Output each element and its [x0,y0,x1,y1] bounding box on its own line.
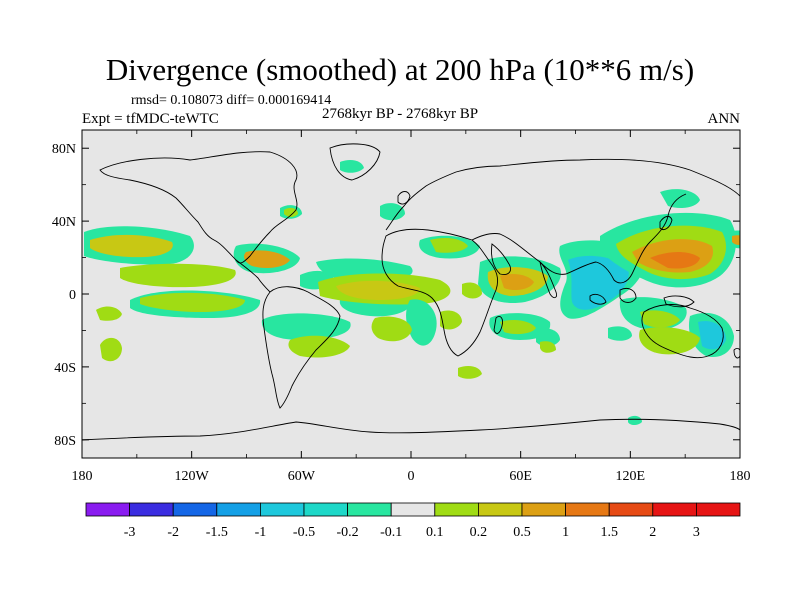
anomaly-patch [100,337,122,362]
anomaly-patch [90,234,173,258]
colorbar-swatch [652,502,697,517]
lon-tick-label: 60E [509,469,532,484]
coastline-north-america [99,151,298,264]
lat-tick-label: 80N [52,142,76,157]
colorbar-label: 0.2 [470,525,488,540]
colorbar-label: -1 [255,525,267,540]
anomaly-patch [568,255,629,310]
coastline-borneo [619,287,637,303]
coastline-british-isles [397,191,411,205]
colorbar-label: 0.5 [513,525,531,540]
coastline-australia [641,304,724,359]
lon-tick-label: 180 [730,469,751,484]
colorbar-label: 2 [649,525,656,540]
colorbar-swatch [477,502,523,517]
colorbar-label: -3 [124,525,136,540]
colorbar-label: -1.5 [206,525,228,540]
lon-tick-label: 120W [175,469,210,484]
colorbar-swatch [565,502,610,517]
colorbar-label: -0.2 [337,525,359,540]
coastline-new-zealand [733,347,740,359]
anomaly-patch [440,310,462,330]
colorbar-label: 1.5 [600,525,618,540]
coastline-south-america [262,286,341,409]
anomaly-patch [406,299,437,346]
colorbar-swatch [259,502,305,517]
coastline-india [539,260,557,299]
colorbar-label: -2 [167,525,179,540]
colorbar [85,502,741,517]
stats-label: rmsd= 0.108073 diff= 0.000169414 [131,93,332,108]
anomaly-patch [698,320,726,350]
colorbar-label: -0.1 [380,525,402,540]
colorbar-swatch [696,502,741,517]
colorbar-label: 0.1 [426,525,444,540]
colorbar-swatch [85,502,130,517]
anomaly-patch [639,327,700,355]
anomaly-patch [430,238,468,253]
anomaly-patch [120,263,236,288]
anomaly-patch [732,235,740,245]
coastline-central-america [235,259,271,293]
anomaly-field [84,160,740,425]
lon-tick-label: 60W [288,469,316,484]
anomaly-patch [380,203,405,221]
colorbar-swatch [608,502,654,517]
anomaly-patch [140,292,245,312]
anomaly-patch [261,313,351,340]
coastline-africa [381,228,499,357]
lon-tick-label: 120E [616,469,646,484]
lat-tick-label: 80S [54,434,76,449]
anomaly-patch [371,316,412,342]
colorbar-swatch [172,502,218,517]
period-label: 2768kyr BP - 2768kyr BP [322,106,479,122]
anomaly-patch [284,207,298,217]
coastline-greenland [329,143,381,181]
colorbar-label: 3 [693,525,700,540]
coastline-arabia [491,243,511,275]
anomaly-patch [500,274,534,290]
lon-tick-label: 180 [72,469,93,484]
plot-title: Divergence (smoothed) at 200 hPa (10**6 … [105,52,695,87]
anomaly-patch [96,306,122,321]
experiment-label: Expt = tfMDC-teWTC [82,111,219,127]
coastline-madagascar [493,315,503,334]
colorbar-swatch [216,502,261,517]
coastline-antarctica [82,418,740,441]
colorbar-swatch [521,502,566,517]
anomaly-patch [540,341,556,353]
anomaly-patch [640,310,680,328]
colorbar-labels: -3 -2 -1.5 -1 -0.5 -0.2 -0.1 0.1 0.2 0.5 1 1.5 2 3 [124,525,700,540]
coastline-sumatra [589,293,607,305]
coastline-asia [471,193,687,284]
colorbar-swatch [303,502,348,517]
anomaly-patch [458,366,482,379]
anomaly-patch [500,320,536,335]
colorbar-swatch [129,502,174,517]
anomaly-patch [628,415,642,425]
anomaly-patch [244,250,290,268]
coastline-japan [659,215,673,231]
colorbar-swatch [390,502,436,517]
coastlines [82,143,740,441]
anomaly-patch [462,282,482,299]
season-label: ANN [707,111,741,127]
lat-tick-label: 0 [69,288,76,303]
coastline-new-guinea [663,295,695,308]
colorbar-swatch [434,502,479,517]
lat-tick-label: 40N [52,215,76,230]
anomaly-patch [336,280,420,300]
lon-tick-label: 0 [408,469,415,484]
colorbar-swatch [347,502,392,517]
axis-ticks [81,130,741,458]
anomaly-patch [608,326,632,341]
colorbar-label: 1 [562,525,569,540]
anomaly-patch [650,252,700,269]
lat-tick-label: 40S [54,361,76,376]
anomaly-patch [340,160,364,173]
colorbar-label: -0.5 [293,525,315,540]
anomaly-patch [660,189,700,208]
axis-tick-labels: 80N 40N 0 40S 80S 180 120W 60W 0 60E 120E 180 [52,142,751,484]
